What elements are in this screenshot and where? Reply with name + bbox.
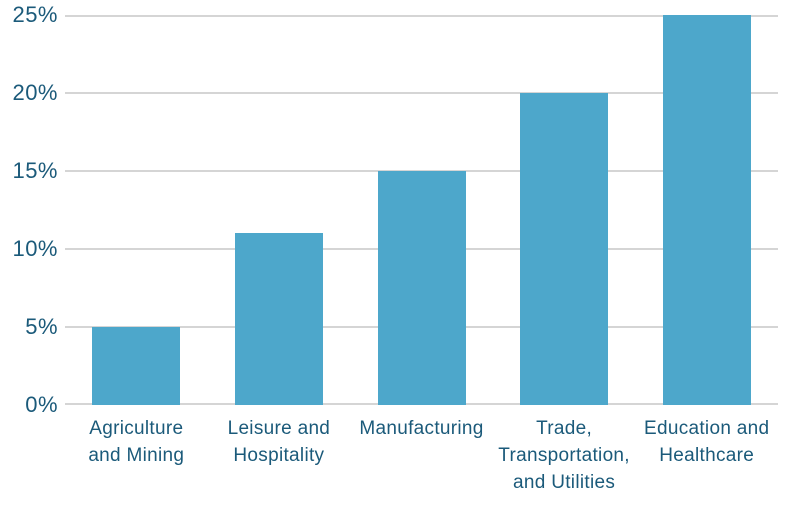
plot-area <box>65 15 778 405</box>
x-axis-category-label-line: Agriculture <box>89 418 184 439</box>
bar <box>92 327 181 405</box>
x-axis-category-label: Trade, Transportation, and Utilities <box>479 415 649 496</box>
x-axis-category-label-line: Healthcare <box>659 445 755 466</box>
bar <box>377 171 466 405</box>
bar <box>234 233 323 405</box>
y-axis-tick-label: 25% <box>12 2 58 27</box>
y-axis-tick-label: 15% <box>12 158 58 183</box>
x-axis-category-label-line: Leisure and <box>227 418 331 439</box>
bar <box>662 15 751 405</box>
y-axis-tick-label: 10% <box>12 236 58 261</box>
x-axis-category-label: Education and Healthcare <box>622 415 792 469</box>
y-axis-tick-label: 5% <box>25 314 58 339</box>
bar <box>520 93 609 405</box>
y-axis-tick-label: 20% <box>12 80 58 105</box>
gridline <box>65 92 778 94</box>
x-axis-category-label-line: Trade, <box>536 418 593 439</box>
x-axis-category-label-line: and Utilities <box>513 472 616 493</box>
x-axis-category-label-line: and Mining <box>88 445 185 466</box>
x-axis-category-label: Leisure and Hospitality <box>194 415 364 469</box>
x-axis-category-label: Agriculture and Mining <box>51 415 221 469</box>
x-axis-category-label: Manufacturing <box>337 415 507 442</box>
gridline <box>65 15 778 17</box>
y-axis-tick-label: 0% <box>25 392 58 417</box>
x-axis-category-label-line: Hospitality <box>233 445 325 466</box>
x-axis-category-label-line: Manufacturing <box>359 418 484 439</box>
x-axis-category-label-line: Education and <box>643 418 770 439</box>
x-axis-category-label-line: Transportation, <box>498 445 630 466</box>
